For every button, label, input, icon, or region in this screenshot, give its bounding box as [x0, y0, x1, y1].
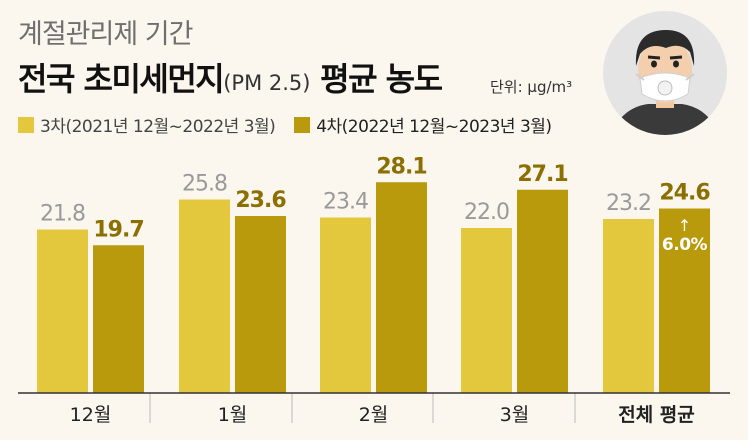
bar-1-3 [320, 217, 371, 393]
data-label-1-1: 21.8 [40, 202, 85, 227]
annotation-arrow: ↑ [678, 216, 691, 235]
title-main: 전국 초미세먼지 [18, 60, 225, 98]
bar-2-5 [659, 208, 710, 393]
legend-label-series2: 4차(2022년 12월~2023년 3월) [316, 117, 552, 137]
data-label-2-1: 19.7 [93, 217, 143, 242]
data-label-1-3: 23.4 [323, 190, 368, 215]
bar-2-2 [235, 216, 286, 393]
legend-item-series2: 4차(2022년 12월~2023년 3월) [294, 112, 552, 137]
data-label-2-5: 24.6 [659, 181, 710, 206]
chart-title: 전국 초미세먼지(PM 2.5) 평균 농도 [18, 54, 443, 100]
bar-1-5 [603, 219, 654, 393]
data-label-1-5: 23.2 [606, 191, 651, 216]
legend-item-series1: 3차(2021년 12월~2022년 3월) [18, 112, 276, 137]
x-tick-label-2: 1월 [218, 404, 248, 426]
bar-1-1 [37, 229, 88, 393]
unit-label: 단위: μg/m³ [490, 78, 573, 96]
annotation-value: 6.0% [662, 235, 708, 255]
bar-2-4 [517, 189, 568, 393]
x-tick-label-4: 3월 [500, 404, 530, 426]
legend-swatch-series2 [294, 116, 311, 133]
data-label-1-4: 22.0 [464, 200, 509, 225]
data-label-1-2: 25.8 [182, 172, 227, 197]
chart-subtitle: 계절관리제 기간 [18, 19, 193, 50]
legend-label-series1: 3차(2021년 12월~2022년 3월) [40, 117, 276, 137]
x-tick-label-3: 2월 [359, 404, 389, 426]
x-tick-label-5: 전체 평균 [618, 404, 695, 426]
data-label-2-4: 27.1 [517, 162, 567, 187]
data-label-2-3: 28.1 [376, 154, 426, 179]
bar-1-2 [179, 199, 230, 393]
title-paren: (PM 2.5) [223, 71, 311, 95]
bar-1-4 [461, 228, 512, 393]
legend-swatch-series1 [18, 116, 34, 133]
mask-person-illustration [603, 11, 727, 135]
legend: 3차(2021년 12월~2022년 3월) 4차(2022년 12월~2023… [18, 112, 566, 138]
bar-2-1 [93, 245, 144, 393]
title-tail: 평균 농도 [320, 60, 443, 98]
bar-2-3 [376, 182, 427, 393]
x-tick-label-1: 12월 [70, 404, 112, 426]
data-label-2-2: 23.6 [235, 188, 286, 213]
